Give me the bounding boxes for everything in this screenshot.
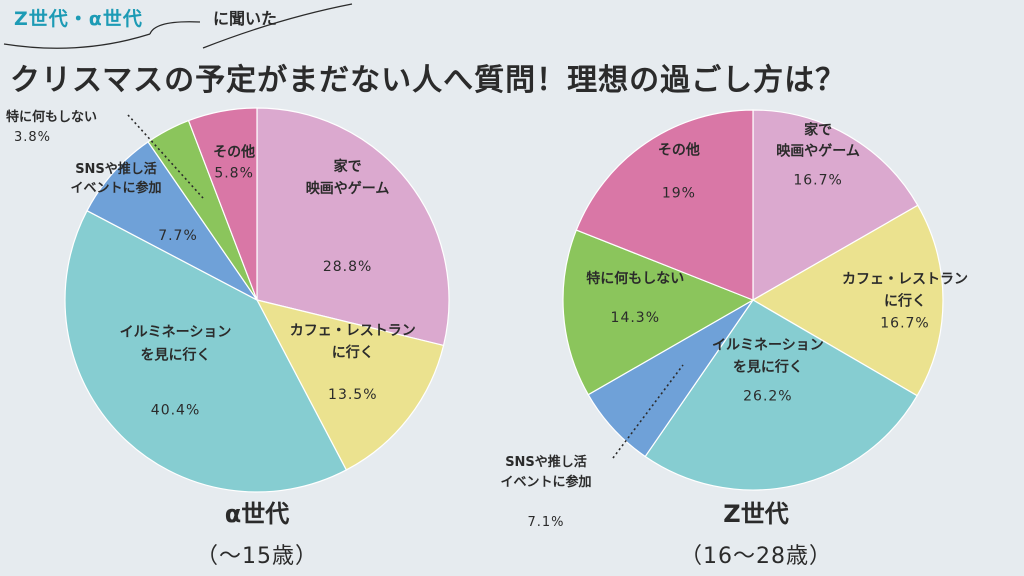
slice-sns-value: 7.1% [527, 515, 564, 530]
chart-title-alpha: α世代 [225, 500, 290, 528]
slice-home-label-line-1: 家で [334, 158, 362, 175]
slice-nothing-value: 14.3% [611, 310, 660, 326]
slice-cafe-label-line-2: に行く [884, 292, 926, 309]
slice-illumination-value: 26.2% [743, 388, 792, 404]
slice-illumination-label-line-2: を見に行く [733, 358, 803, 375]
slice-cafe-value: 13.5% [328, 387, 377, 403]
slice-other-label-line-1: その他 [213, 144, 255, 161]
chart-title-z: Z世代 [723, 500, 788, 528]
kicker-underline-left [3, 33, 151, 49]
pie-slices [562, 109, 944, 491]
slice-other-label-line-1: その他 [658, 142, 700, 159]
pie-slice-illumination [64, 209, 348, 493]
slice-sns-value: 7.7% [158, 228, 198, 244]
kicker-swoosh [202, 3, 353, 49]
kicker-connector [149, 21, 201, 35]
slice-nothing-value: 3.8% [14, 130, 51, 145]
slice-illumination-value: 40.4% [151, 402, 200, 418]
pie-slice-sns [86, 141, 258, 301]
pie-slice-home [752, 109, 919, 302]
slice-sns-label-line-1: SNSや推し活 [505, 454, 587, 470]
slice-sns-label-line-2: イベントに参加 [500, 474, 591, 490]
slice-illumination-label-line-1: イルミネーション [712, 337, 824, 353]
slice-sns-label-line-1: SNSや推し活 [75, 161, 157, 177]
pie-slice-other [187, 107, 258, 301]
slice-nothing-label-line-1: 特に何もしない [6, 109, 97, 125]
slice-home-label-line-2: 映画やゲーム [306, 180, 390, 197]
pie-slice-home [256, 107, 450, 347]
chart-subtitle-z: （16〜28歳） [680, 544, 832, 569]
page-title: クリスマスの予定がまだない人へ質問！理想の過ごし方は？ [10, 63, 846, 98]
chart-subtitle-alpha: （〜15歳） [196, 544, 318, 569]
pie-slice-cafe [255, 299, 445, 471]
slice-sns-label-line-2: イベントに参加 [70, 180, 161, 196]
kicker-asked: に聞いた [213, 9, 277, 28]
slice-home-value: 28.8% [323, 259, 372, 275]
pie-slice-cafe [751, 204, 944, 397]
kicker-generations: Z世代・α世代 [14, 8, 143, 30]
slice-other-value: 5.8% [214, 166, 254, 182]
slice-home-value: 16.7% [793, 172, 842, 188]
slice-nothing-label-line-1: 特に何もしない [586, 270, 684, 287]
slice-illumination-label-line-2: を見に行く [141, 346, 211, 363]
slice-home-label-line-1: 家で [804, 121, 832, 138]
slice-cafe-label-line-2: に行く [332, 344, 374, 361]
pie-slices [64, 107, 450, 493]
pie-slice-other [575, 109, 754, 301]
pie-slice-illumination [644, 299, 918, 491]
slice-cafe-label-line-1: カフェ・レストラン [842, 271, 968, 287]
slice-cafe-value: 16.7% [880, 315, 929, 331]
slice-home-label-line-2: 映画やゲーム [776, 142, 860, 159]
slice-nothing-leader-line [127, 114, 204, 199]
slice-cafe-label-line-1: カフェ・レストラン [290, 323, 416, 339]
pie-slice-nothing [562, 229, 755, 396]
slice-illumination-label-line-1: イルミネーション [120, 324, 232, 340]
header: Z世代・α世代 に聞いた クリスマスの予定がまだない人へ質問！理想の過ごし方は？ [3, 3, 846, 98]
slice-other-value: 19% [662, 186, 696, 202]
